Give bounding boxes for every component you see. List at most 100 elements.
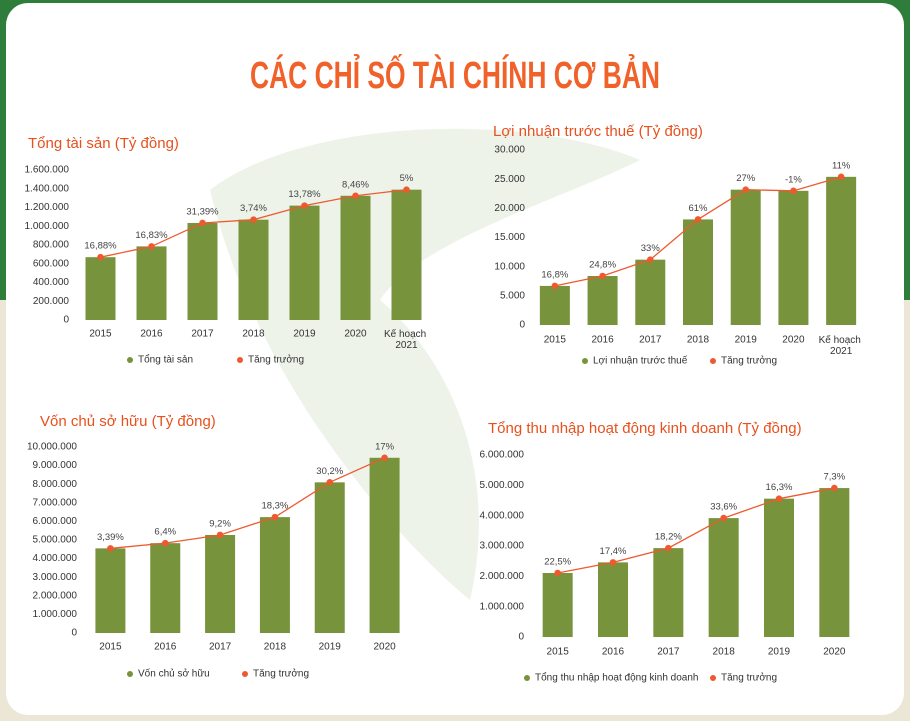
growth-label: 17,4% (600, 546, 627, 557)
growth-label: 27% (736, 173, 756, 184)
x-tick-label: 2015 (99, 642, 122, 653)
legend-label: Vốn chủ sở hữu (138, 668, 210, 680)
growth-dot (271, 513, 279, 521)
x-tick-label: 2020 (373, 642, 396, 653)
growth-label: 3,74% (240, 203, 267, 214)
x-tick-label: 2018 (713, 647, 736, 658)
x-tick-label: 2020 (344, 329, 367, 340)
legend-marker (127, 357, 133, 363)
x-tick-label: 2020 (782, 335, 805, 346)
growth-label: 30,2% (316, 466, 343, 477)
bar (683, 219, 713, 325)
x-tick-label: 2016 (140, 329, 163, 340)
growth-label: 16,8% (541, 269, 568, 280)
y-tick-label: 10.000 (494, 261, 525, 272)
legend-label: Tổng tài sản (138, 354, 193, 366)
growth-dot (742, 186, 750, 193)
y-tick-label: 4.000.000 (33, 553, 78, 564)
x-tick-label: 2020 (823, 647, 846, 658)
growth-label: 18,3% (261, 501, 288, 512)
legend-marker (582, 358, 588, 364)
growth-dot (790, 187, 797, 195)
x-tick-label: 2016 (591, 335, 614, 346)
legend-marker (524, 675, 530, 681)
x-tick-label: Kế hoạch 2021 (384, 328, 429, 351)
legend-marker (127, 671, 133, 677)
x-tick-label: 2017 (639, 335, 662, 346)
bar (95, 548, 126, 633)
bar (587, 276, 618, 325)
bar (391, 189, 422, 320)
legend-label: Tăng trưởng (253, 668, 309, 680)
legend-marker (242, 671, 248, 677)
y-tick-label: 0 (518, 632, 524, 643)
growth-label: 8,46% (342, 179, 369, 190)
growth-label: 16,83% (135, 230, 168, 241)
y-tick-label: 0 (63, 315, 69, 326)
y-tick-label: 400.000 (33, 277, 70, 288)
chart-title: Vốn chủ sở hữu (Tỷ đồng) (40, 413, 216, 430)
y-tick-label: 800.000 (33, 240, 70, 251)
x-tick-label: 2017 (657, 647, 680, 658)
y-tick-label: 2.000.000 (33, 590, 78, 601)
growth-label: 18,2% (655, 532, 682, 543)
y-tick-label: 1.400.000 (25, 183, 70, 194)
x-tick-label: 2017 (209, 642, 232, 653)
growth-dot (646, 256, 654, 263)
x-tick-label: 2019 (293, 329, 316, 340)
growth-label: 6,4% (154, 527, 176, 538)
bar (635, 259, 666, 325)
growth-dot (216, 531, 224, 539)
growth-dot (301, 202, 308, 209)
y-tick-label: 10.000.000 (27, 442, 77, 453)
bar (238, 219, 269, 320)
growth-dot (694, 216, 702, 223)
growth-dot (250, 216, 257, 223)
y-tick-label: 2.000.000 (480, 571, 525, 582)
growth-label: 16,3% (766, 482, 793, 493)
growth-label: 31,39% (186, 206, 219, 217)
x-tick-label: 2018 (687, 335, 710, 346)
legend-marker (710, 675, 716, 681)
growth-dot (551, 282, 559, 290)
growth-dot (599, 272, 606, 280)
y-tick-label: 5.000.000 (33, 535, 78, 546)
chart-title: Lợi nhuận trước thuế (Tỷ đồng) (493, 123, 703, 140)
x-tick-label: 2019 (319, 642, 342, 653)
bar (314, 482, 345, 633)
bar (542, 572, 573, 637)
bar (136, 246, 167, 320)
y-tick-label: 3.000.000 (33, 572, 78, 583)
legend-label: Lợi nhuận trước thuế (593, 355, 688, 367)
legend-marker (710, 358, 716, 364)
y-tick-label: 1.200.000 (25, 202, 70, 213)
bar (340, 195, 371, 320)
bar (150, 543, 181, 633)
bar (764, 498, 794, 637)
y-tick-label: 6.000.000 (480, 450, 525, 461)
growth-dot (107, 545, 114, 552)
y-tick-label: 600.000 (33, 258, 70, 269)
bar (598, 562, 628, 637)
x-tick-label: 2015 (547, 647, 570, 658)
y-tick-label: 0 (519, 320, 525, 331)
bar (85, 257, 116, 320)
growth-dot (837, 173, 845, 181)
growth-dot (199, 219, 206, 227)
x-tick-label: 2018 (242, 329, 265, 340)
legend-label: Tăng trưởng (721, 672, 777, 684)
growth-line (110, 457, 385, 550)
growth-dot (775, 495, 783, 502)
y-tick-label: 15.000 (494, 232, 525, 243)
legend-marker (237, 357, 243, 363)
x-tick-label: 2019 (768, 647, 791, 658)
x-tick-label: 2016 (602, 647, 625, 658)
y-tick-label: 5.000 (500, 290, 525, 301)
growth-label: 3,39% (97, 532, 124, 543)
x-tick-label: Kế hoạch 2021 (819, 334, 864, 357)
growth-label: 11% (832, 160, 851, 171)
growth-label: 7,3% (824, 472, 846, 483)
y-tick-label: 4.000.000 (480, 510, 525, 521)
growth-line (557, 487, 835, 574)
